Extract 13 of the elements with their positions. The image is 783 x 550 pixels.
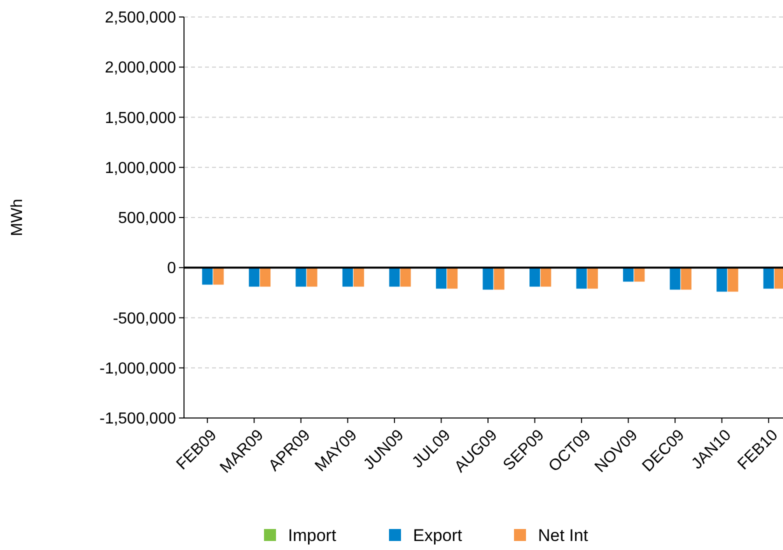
y-tick-label: -1,000,000: [99, 360, 176, 378]
legend-label: Export: [413, 526, 462, 545]
y-tick-label: -500,000: [112, 310, 176, 328]
y-axis-title: MWh: [9, 198, 26, 236]
y-tick-label: 2,000,000: [104, 60, 176, 77]
y-tick-label: 0: [167, 260, 176, 278]
y-tick-label: 1,500,000: [104, 110, 176, 127]
y-tick-label: 2,500,000: [104, 10, 176, 27]
y-tick-label: 500,000: [118, 210, 176, 228]
y-tick-label: 1,000,000: [104, 160, 176, 177]
y-tick-label: -1,500,000: [99, 410, 176, 428]
legend-label: Net Int: [538, 526, 588, 545]
legend-label: Import: [288, 526, 336, 545]
